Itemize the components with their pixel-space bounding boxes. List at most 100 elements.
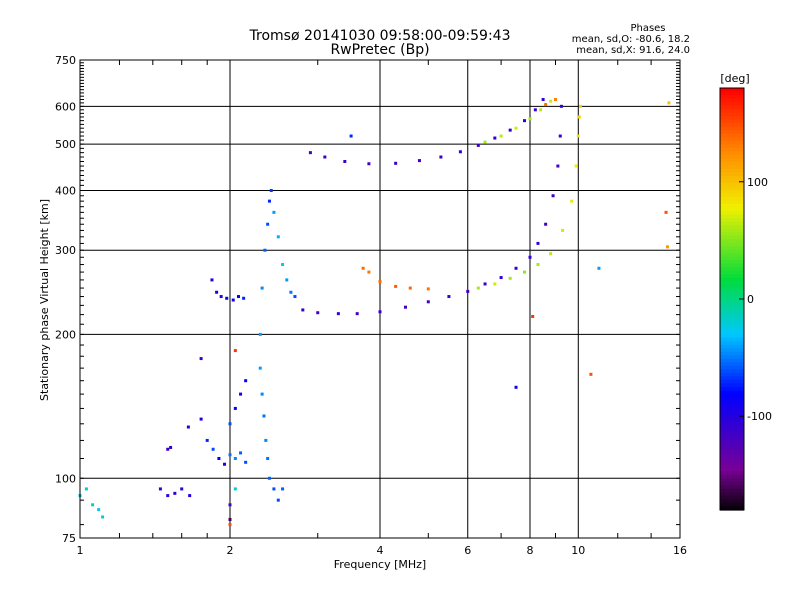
colorbar-segment [720, 502, 744, 508]
data-point [570, 199, 574, 203]
data-point [188, 494, 192, 498]
data-point [539, 108, 543, 112]
colorbar-segment [720, 320, 744, 325]
data-point [281, 263, 285, 267]
data-point [361, 266, 365, 270]
data-point [281, 487, 285, 491]
colorbar-segment [720, 306, 744, 311]
data-point [549, 252, 553, 256]
data-point [316, 311, 320, 315]
colorbar-segment [720, 453, 744, 458]
colorbar-segment [720, 471, 744, 476]
colorbar-segment [720, 186, 744, 191]
data-point [417, 159, 421, 163]
colorbar-segment [720, 172, 744, 177]
data-point [301, 308, 305, 312]
data-point [439, 155, 443, 159]
colorbar-segment [720, 369, 744, 374]
data-point [228, 503, 232, 507]
data-point [544, 222, 548, 226]
colorbar-segment [720, 175, 744, 181]
colorbar-segment [720, 404, 744, 409]
colorbar-segment [720, 200, 744, 205]
data-point [233, 456, 237, 460]
colorbar-segment [720, 422, 744, 427]
data-point [166, 494, 170, 498]
data-point [263, 248, 267, 252]
colorbar-segment [720, 330, 744, 335]
colorbar-segment [720, 415, 744, 420]
data-point [228, 453, 232, 457]
y-tick-label: 600 [55, 100, 76, 113]
colorbar-segment [720, 323, 744, 328]
colorbar-segment [720, 235, 744, 240]
data-point [493, 136, 497, 140]
colorbar-segment [720, 165, 744, 170]
colorbar-segment [720, 429, 744, 434]
colorbar-segment [720, 242, 744, 247]
colorbar-segment [720, 274, 744, 279]
data-point [528, 117, 532, 121]
colorbar-segment [720, 400, 744, 406]
data-point [233, 487, 237, 491]
data-point [549, 99, 553, 103]
data-point [272, 487, 276, 491]
data-point [523, 119, 527, 123]
data-point [260, 392, 264, 396]
x-tick-label: 2 [227, 544, 234, 557]
data-point [559, 104, 563, 108]
data-point [228, 422, 232, 426]
data-point [260, 286, 264, 290]
data-point [483, 140, 487, 144]
data-point [225, 296, 229, 300]
data-point [336, 312, 340, 316]
data-point [239, 451, 243, 455]
y-tick-label: 200 [55, 328, 76, 341]
grid [79, 59, 681, 539]
data-point [101, 515, 105, 519]
colorbar-segment [720, 436, 744, 441]
colorbar-segment [720, 309, 744, 314]
colorbar-segment [720, 277, 744, 283]
colorbar-segment [720, 232, 744, 237]
data-point [551, 194, 555, 198]
data-point [97, 508, 101, 512]
x-tick-label: 10 [571, 544, 585, 557]
data-point [394, 161, 398, 165]
data-point [264, 438, 268, 442]
data-point [578, 104, 582, 108]
data-point [166, 447, 170, 451]
data-point [267, 476, 271, 480]
data-point [285, 278, 289, 282]
colorbar-segment [720, 130, 744, 135]
colorbar-segment [720, 253, 744, 258]
colorbar-segment [720, 182, 744, 188]
colorbar-tick-label: 0 [747, 293, 754, 306]
colorbar-segment [720, 91, 744, 96]
colorbar-segment [720, 467, 744, 472]
colorbar-segment [720, 316, 744, 321]
colorbar-segment [720, 133, 744, 138]
colorbar-segment [720, 98, 744, 103]
colorbar-segment [720, 267, 744, 272]
data-point [576, 134, 580, 138]
data-point [228, 517, 232, 521]
data-point [186, 425, 190, 429]
data-point [561, 228, 565, 232]
colorbar-segment [720, 291, 744, 297]
colorbar-segment [720, 214, 744, 219]
data-point [289, 290, 293, 294]
data-point [349, 134, 353, 138]
colorbar-segment [720, 189, 744, 195]
colorbar-segment [720, 112, 744, 117]
colorbar-segment [720, 379, 744, 384]
colorbar-segment [720, 147, 744, 152]
data-point [180, 487, 184, 491]
x-tick-label: 1 [77, 544, 84, 557]
data-point [276, 498, 280, 502]
colorbar-segment [720, 481, 744, 486]
colorbar-segment [720, 464, 744, 469]
colorbar-segment [720, 299, 744, 304]
colorbar-segment [720, 365, 744, 370]
